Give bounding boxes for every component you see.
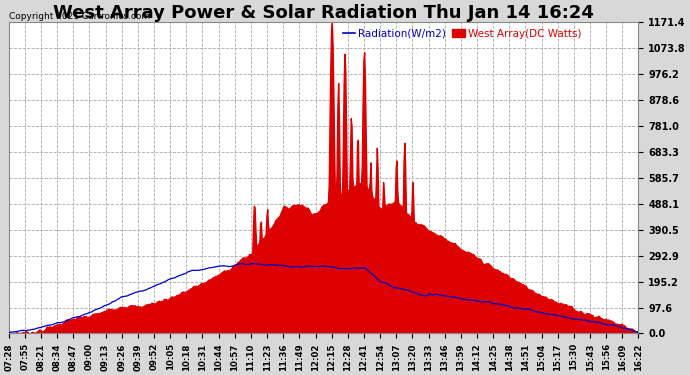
Title: West Array Power & Solar Radiation Thu Jan 14 16:24: West Array Power & Solar Radiation Thu J…: [53, 4, 594, 22]
Text: Copyright 2021 Cartronics.com: Copyright 2021 Cartronics.com: [9, 12, 150, 21]
Legend: Radiation(W/m2), West Array(DC Watts): Radiation(W/m2), West Array(DC Watts): [342, 27, 582, 40]
